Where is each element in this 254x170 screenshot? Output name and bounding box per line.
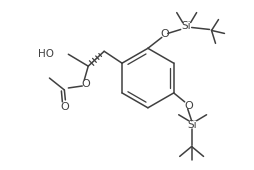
Text: O: O [184,101,192,111]
Text: O: O [60,102,69,112]
Text: Si: Si [187,120,197,130]
Text: HO: HO [38,49,54,59]
Text: O: O [160,29,168,39]
Text: O: O [82,79,90,89]
Text: Si: Si [181,21,191,31]
